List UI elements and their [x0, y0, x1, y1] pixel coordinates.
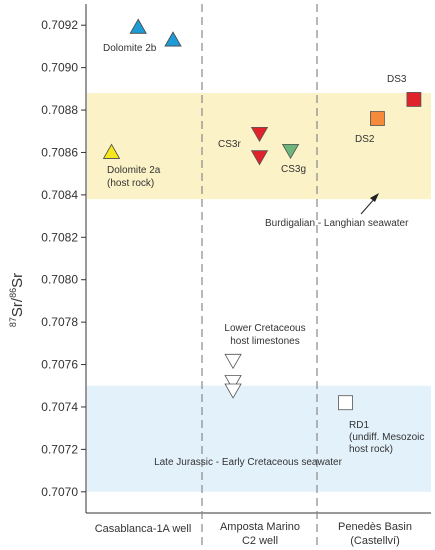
marker-lower — [224, 383, 242, 399]
label-rd1-line2: (undiff. Mesozoic — [349, 432, 424, 443]
y-axis-label-mid: Sr/ — [9, 297, 26, 317]
marker-dolomite — [129, 18, 147, 34]
label-dolomite-2a-line1: Dolomite 2a — [107, 165, 161, 176]
column-label-penedes-line2: (Castellví) — [350, 535, 400, 547]
seawater-band-1 — [87, 93, 431, 200]
y-axis-label-sup1: 87 — [8, 317, 18, 327]
marker-cs3r — [250, 126, 269, 143]
marker-lower — [224, 353, 242, 370]
burdigalian-arrow-head — [370, 193, 379, 202]
seawater-band-2 — [87, 385, 431, 492]
marker-lower — [224, 375, 242, 391]
y-tick-label: 0.7072 — [41, 442, 78, 456]
marker-ds3 — [406, 92, 422, 107]
y-ticks: 0.7070 0.7072 0.7074 0.7076 0.7078 0.7080 0.70… — [41, 18, 86, 499]
y-tick-label: 0.7070 — [41, 485, 78, 499]
label-burdigalian: Burdigalian - Langhian seawater — [265, 218, 409, 229]
y-axis-label-end: Sr — [9, 273, 26, 288]
marker-dolomite — [102, 143, 121, 159]
marker-cs3g — [281, 143, 300, 160]
label-ds3: DS3 — [387, 74, 407, 85]
y-axis-label-sup2: 86 — [8, 288, 18, 298]
label-dolomite-2a-line2: (host rock) — [107, 178, 154, 189]
marker-ds2 — [370, 111, 385, 126]
y-tick-label: 0.7090 — [41, 61, 78, 75]
y-tick-label: 0.7080 — [41, 273, 78, 287]
column-label-penedes-line1: Penedès Basin — [338, 521, 412, 533]
label-lower-cretaceous-line2: host limestones — [230, 336, 299, 347]
column-label-amposta-line2: C2 well — [242, 535, 278, 547]
axes — [85, 4, 431, 545]
marker-dolomite — [164, 31, 182, 47]
y-tick-label: 0.7088 — [41, 103, 78, 117]
y-tick-label: 0.7092 — [41, 18, 78, 32]
label-cs3r: CS3r — [218, 139, 241, 150]
y-tick-label: 0.7074 — [41, 400, 78, 414]
data-markers — [102, 18, 422, 411]
seawater-bands — [87, 93, 431, 492]
label-lower-cretaceous-line1: Lower Cretaceous — [224, 323, 305, 334]
label-cs3g: CS3g — [281, 164, 306, 175]
y-tick-label: 0.7082 — [41, 230, 78, 244]
label-rd1-line3: host rock) — [349, 444, 393, 455]
y-tick-label: 0.7086 — [41, 145, 78, 159]
marker-cs3r — [250, 150, 269, 166]
marker-rd1 — [338, 395, 353, 411]
label-dolomite-2b: Dolomite 2b — [103, 43, 157, 54]
label-late-jurassic: Late Jurassic - Early Cretaceous seawate… — [154, 457, 343, 468]
column-label-casablanca: Casablanca-1A well — [95, 523, 192, 535]
column-label-amposta-line1: Amposta Marino — [220, 521, 300, 533]
y-axis-label: 87Sr/86Sr — [8, 273, 26, 327]
y-tick-label: 0.7078 — [41, 315, 78, 329]
y-tick-label: 0.7076 — [41, 358, 78, 372]
label-rd1-line1: RD1 — [349, 420, 369, 431]
label-ds2: DS2 — [355, 134, 375, 145]
y-tick-label: 0.7084 — [41, 188, 78, 202]
